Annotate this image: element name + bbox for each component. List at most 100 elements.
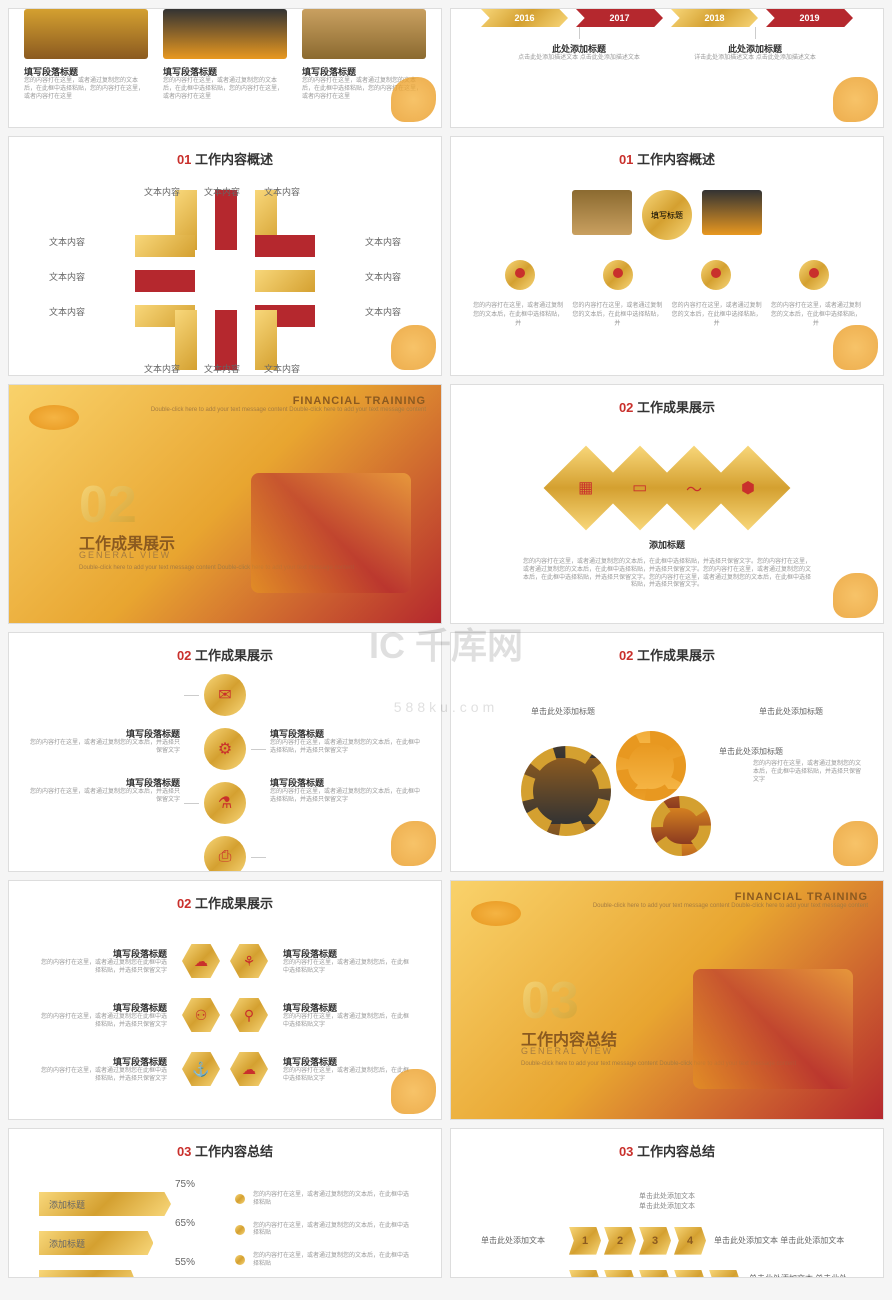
step: 1: [569, 1270, 601, 1278]
corner-decoration: [391, 821, 436, 866]
step: 2: [604, 1270, 636, 1278]
step: 2: [604, 1227, 636, 1255]
slide-12: 03 工作内容总结 单击此处添加文本单击此处添加文本 单击此处添加文本 1 2 …: [450, 1128, 884, 1278]
s7-item-1: 填写段落标题您的内容打在这里，或者通过复制您的文本后，在此框中选择粘贴，并选择只…: [270, 727, 421, 756]
blimp-icon: [471, 901, 521, 926]
s7-num: 02: [177, 648, 191, 663]
slide-5-divider: FINANCIAL TRAINING Double-click here to …: [8, 384, 442, 624]
s3-label: 文本内容: [264, 362, 300, 375]
gear-icon: ⚙: [204, 728, 246, 770]
s12-row-0: 单击此处添加文本 1 2 3 4 单击此处添加文本 单击此处添加文本: [481, 1227, 853, 1255]
s2-item-title-0: 此处添加标题: [518, 42, 640, 55]
s9-row-0: 填写段落标题您的内容打在这里，或者通过复制您在此框中选择粘贴，并选择只保留文字 …: [39, 944, 411, 978]
s4-text-1: 您的内容打在这里，或者通过复制您的文本后，在此框中选择粘贴，并: [570, 300, 664, 327]
s11-title: 工作内容总结: [195, 1144, 273, 1159]
list-item: 您的内容打在这里，或者通过复制您的文本后，在此框中选择粘贴: [235, 1253, 411, 1269]
s4-circle: 填写标题: [642, 190, 692, 240]
slide-11: 03 工作内容总结 75%添加标题 65%添加标题 55%添加标题 您的内容打在…: [8, 1128, 442, 1278]
list-item: 您的内容打在这里，或者通过复制您的文本后，在此框中选择粘贴: [235, 1223, 411, 1239]
gear-icon: [521, 746, 611, 836]
slide-10-divider: FINANCIAL TRAINING Double-click here to …: [450, 880, 884, 1120]
bar-0: 75%添加标题: [39, 1192, 215, 1216]
s3-label: 文本内容: [144, 185, 180, 198]
step: 3: [639, 1227, 671, 1255]
gear-icon: [616, 731, 686, 801]
slide-2: 2016 2017 2018 2019 此处添加标题 点击此处添加描述文本 点击…: [450, 8, 884, 128]
s2-item-0: 此处添加标题 点击此处添加描述文本 点击此处添加描述文本: [518, 42, 640, 63]
hex-icon: ⚓: [182, 1052, 220, 1086]
s6-desc: 您的内容打在这里，或者通过复制您的文本后，在此框中选择粘贴，并选择只保留文字。您…: [521, 559, 813, 590]
s1-desc-0: 您的内容打在这里，或者通过复制您的文本后，在此框中选择粘贴，您的内容打在这里，或…: [24, 78, 148, 101]
hex-icon: ⚲: [230, 998, 268, 1032]
bullet-icon: [235, 1255, 245, 1265]
illustration: [251, 473, 411, 593]
arrow-icon: [215, 310, 237, 370]
hex-icon: ☁: [182, 944, 220, 978]
s9-num: 02: [177, 896, 191, 911]
s6-subtitle: 添加标题: [521, 538, 813, 551]
s1-col-1: 填写段落标题 您的内容打在这里，或者通过复制您的文本后，在此框中选择粘贴，您的内…: [163, 9, 287, 101]
s4-text-2: 您的内容打在这里，或者通过复制您的文本后，在此框中选择粘贴，并: [670, 300, 764, 327]
s12-title: 工作内容总结: [637, 1144, 715, 1159]
s5-headsub: Double-click here to add your text messa…: [151, 407, 426, 413]
s1-img-0: [24, 9, 148, 59]
s4-text-3: 您的内容打在这里，或者通过复制您的文本后，在此框中选择粘贴，并: [769, 300, 863, 327]
s2-item-1: 此处添加标题 详击此处添加描述文本 点击此处添加描述文本: [694, 42, 816, 63]
list-item: 您的内容打在这里，或者通过复制您的文本后，在此框中选择粘贴: [235, 1192, 411, 1208]
s4-image-1: [572, 190, 632, 235]
hex-icon: ⚘: [230, 944, 268, 978]
s3-title: 工作内容概述: [195, 152, 273, 167]
arrow-icon: [175, 310, 197, 370]
year-3: 2019: [766, 9, 853, 27]
s9-row-1: 填写段落标题您的内容打在这里，或者通过复制您在此框中选择粘贴，并选择只保留文字 …: [39, 998, 411, 1032]
s1-title-2: 填写段落标题: [302, 65, 426, 78]
s12-row-1: 单击此处添加文本 1 2 3 4 5 单击此处添加文本 单击此处添加文本: [481, 1270, 853, 1278]
person-icon: [603, 260, 633, 290]
step: 4: [674, 1270, 706, 1278]
bar-1: 65%添加标题: [39, 1231, 215, 1255]
s8-desc: 您的内容打在这里，或者通过复制您的文本后，在此框中选择粘贴，并选择只保留文字: [753, 761, 863, 784]
s1-desc-1: 您的内容打在这里，或者通过复制您的文本后，在此框中选择粘贴，您的内容打在这里，或…: [163, 78, 287, 101]
corner-decoration: [391, 77, 436, 122]
s9-row-2: 填写段落标题您的内容打在这里，或者通过复制您在此框中选择粘贴，并选择只保留文字 …: [39, 1052, 411, 1086]
arrow-icon: [255, 310, 277, 370]
s10-sub: GENERAL VIEW: [521, 1046, 613, 1056]
slide-7: 02 工作成果展示 填写段落标题您的内容打在这里，或者通过复制您的文本后，并选择…: [8, 632, 442, 872]
s8-label-2: 单击此处添加标题: [719, 746, 783, 757]
bar-2: 55%添加标题: [39, 1270, 215, 1278]
s6-num: 02: [619, 400, 633, 415]
slide-1: 填写段落标题 您的内容打在这里，或者通过复制您的文本后，在此框中选择粘贴，您的内…: [8, 8, 442, 128]
arrow-icon: [135, 235, 195, 257]
s8-label-1: 单击此处添加标题: [759, 706, 823, 717]
step: 4: [674, 1227, 706, 1255]
year-2: 2018: [671, 9, 758, 27]
slide-8: 02 工作成果展示 单击此处添加标题 单击此处添加标题 单击此处添加标题 您的内…: [450, 632, 884, 872]
s6-title: 工作成果展示: [637, 400, 715, 415]
s1-img-2: [302, 9, 426, 59]
bullet-icon: [235, 1194, 245, 1204]
s5-head: FINANCIAL TRAINING: [151, 395, 426, 407]
s10-head: FINANCIAL TRAINING: [593, 891, 868, 903]
s12-num: 03: [619, 1144, 633, 1159]
s3-label: 文本内容: [144, 362, 180, 375]
s10-headsub: Double-click here to add your text messa…: [593, 903, 868, 909]
s7-item-0: 填写段落标题您的内容打在这里，或者通过复制您的文本后，并选择只保留文字: [29, 727, 180, 756]
s4-title: 工作内容概述: [637, 152, 715, 167]
step: 3: [639, 1270, 671, 1278]
s1-img-1: [163, 9, 287, 59]
corner-decoration: [391, 325, 436, 370]
diamond-icon: ⬢: [706, 446, 791, 531]
s7-title: 工作成果展示: [195, 648, 273, 663]
s1-title-0: 填写段落标题: [24, 65, 148, 78]
person-icon: [505, 260, 535, 290]
s3-label: 文本内容: [365, 235, 401, 248]
arrow-icon: [215, 190, 237, 250]
s9-title: 工作成果展示: [195, 896, 273, 911]
blimp-icon: [29, 405, 79, 430]
s3-label: 文本内容: [365, 305, 401, 318]
flask-icon: ⚗: [204, 782, 246, 824]
corner-decoration: [833, 821, 878, 866]
slide-3: 01 工作内容概述 文本内容 文本内容 文本内容 文本内容 文本内容 文本内容 …: [8, 136, 442, 376]
step: 1: [569, 1227, 601, 1255]
slide-6: 02 工作成果展示 ▦ ▭ 〜 ⬢ 添加标题 您的内容打在这里，或者通过复制您的…: [450, 384, 884, 624]
